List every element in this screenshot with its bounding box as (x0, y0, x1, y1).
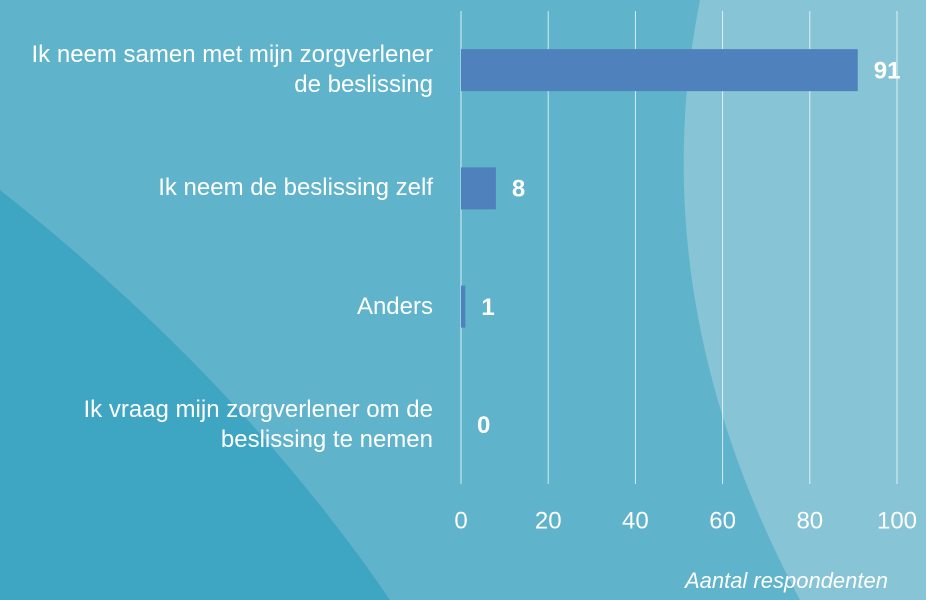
axis-title: Aantal respondenten (683, 568, 888, 593)
data-label: 0 (477, 412, 490, 439)
x-tick-label: 100 (877, 507, 917, 534)
x-tick-label: 40 (622, 507, 649, 534)
x-tick-label: 60 (709, 507, 736, 534)
x-tick-label: 0 (454, 507, 467, 534)
background-shape (0, 190, 390, 600)
background-shape (683, 0, 926, 600)
x-tick-label: 80 (796, 507, 823, 534)
y-tick-label: Ik vraag mijn zorgverlener om de besliss… (83, 395, 433, 453)
data-label: 1 (481, 294, 494, 321)
bar (461, 167, 496, 210)
bar (461, 285, 466, 328)
bar (461, 49, 858, 92)
data-label: 8 (512, 176, 525, 203)
y-tick-label: Ik neem de beslissing zelf (158, 174, 433, 202)
y-tick-label: Ik neem samen met mijn zorgverlener de b… (31, 41, 433, 99)
x-tick-label: 20 (535, 507, 562, 534)
data-label: 91 (874, 57, 901, 84)
y-tick-label: Anders (356, 292, 433, 320)
